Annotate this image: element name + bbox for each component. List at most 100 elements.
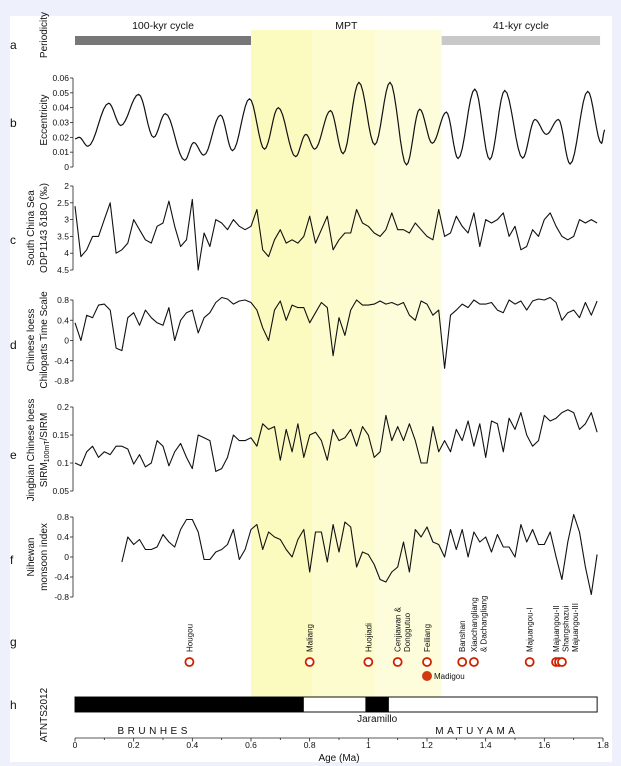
site-label: Huojiadi bbox=[364, 623, 373, 652]
site-marker-filled bbox=[422, 671, 432, 681]
y-tick-label: 0.02 bbox=[52, 132, 69, 142]
normal-polarity-block bbox=[365, 697, 389, 712]
chron-label: BRUNHES bbox=[117, 726, 190, 737]
site-label: Feiliang bbox=[423, 624, 432, 652]
panel-d-chiloparts: d Chinese loess Chiloparts Time Scale -0.8 -… bbox=[10, 291, 598, 389]
y-axis-title: SIRM100mT/SIRM bbox=[39, 413, 51, 488]
y-tick-label: -0.4 bbox=[54, 356, 69, 366]
y-tick-label: -0.4 bbox=[54, 572, 69, 582]
y-tick-label: 0 bbox=[64, 162, 69, 172]
panel-letter: d bbox=[10, 338, 17, 352]
site-marker bbox=[557, 657, 567, 667]
mpt-band-part bbox=[374, 30, 442, 697]
panel-letter: c bbox=[10, 233, 16, 247]
y-axis-title: Chinese loess bbox=[26, 309, 37, 372]
y-tick-label: 0.4 bbox=[57, 315, 69, 325]
chron-label: MATUYAMA bbox=[435, 726, 518, 737]
y-tick-label: 0.2 bbox=[57, 402, 69, 412]
site-label: & Dachangliang bbox=[479, 596, 488, 652]
periodicity-label: 41-kyr cycle bbox=[493, 20, 549, 32]
normal-polarity-block bbox=[75, 697, 304, 712]
y-tick-label: 0.03 bbox=[52, 118, 69, 128]
site-marker bbox=[392, 657, 403, 667]
x-tick-label: 1.2 bbox=[421, 740, 433, 750]
panel-b-eccentricity: b Eccentricity 0 0.01 0.02 0.03 0.04 0.05 0.06 bbox=[10, 73, 606, 172]
sirm-ratio-line bbox=[74, 409, 598, 472]
site-label: Maliang bbox=[306, 624, 315, 652]
y-axis-title: Eccentricity bbox=[39, 94, 50, 145]
x-tick-label: 1 bbox=[366, 740, 371, 750]
y-tick-label: 0.04 bbox=[52, 103, 69, 113]
y-axis-title: Periodicity bbox=[39, 12, 50, 58]
site-marker bbox=[363, 657, 374, 667]
y-axis-title: ATNTS2012 bbox=[39, 687, 50, 742]
y-tick-label: -0.8 bbox=[54, 592, 69, 602]
x-axis: 0 0.2 0.4 0.6 0.8 1 1.2 1.4 1.6 1.8 Age (Ma) bbox=[73, 737, 609, 764]
periodicity-bar bbox=[75, 36, 251, 45]
site-label: Banshan bbox=[458, 620, 467, 652]
site-label: Majuangou-II bbox=[552, 605, 561, 652]
site-label: Donggutuo bbox=[403, 612, 412, 652]
site-label: Madigou bbox=[434, 672, 465, 681]
panel-e-sirm: e Jingbian Chinese loess SIRM100mT/SIRM0.0… bbox=[10, 399, 598, 502]
y-tick-label: 0.05 bbox=[52, 486, 69, 496]
mpt-band-part bbox=[312, 30, 375, 697]
d18o-line bbox=[74, 198, 598, 271]
periodicity-bar bbox=[441, 36, 601, 45]
panel-letter: g bbox=[10, 635, 17, 649]
mpt-band bbox=[251, 30, 442, 697]
site-label: Majuangou-III bbox=[571, 603, 580, 652]
panel-letter: h bbox=[10, 698, 17, 712]
x-axis-title: Age (Ma) bbox=[318, 753, 359, 764]
y-axis-title: Chiloparts Time Scale bbox=[39, 291, 50, 389]
site-label: Xiaochangliang bbox=[470, 597, 479, 652]
site-marker bbox=[457, 657, 468, 667]
mpt-label: MPT bbox=[335, 20, 358, 32]
eccentricity-line bbox=[75, 81, 606, 166]
panel-f-monsoon: f Nihewan monsoon index -0.8 -0.4 0 0.4 0.8 bbox=[10, 512, 598, 602]
site-label: Shangshazui bbox=[562, 606, 571, 652]
x-tick-label: 0.8 bbox=[304, 740, 316, 750]
y-axis-title: Jingbian Chinese loess bbox=[26, 399, 37, 502]
y-tick-label: -0.8 bbox=[54, 376, 69, 386]
y-tick-label: 0.01 bbox=[52, 147, 69, 157]
monsoon-index-line bbox=[121, 513, 598, 596]
x-tick-label: 0 bbox=[73, 740, 78, 750]
y-tick-label: 0 bbox=[64, 336, 69, 346]
y-tick-label: 0.8 bbox=[57, 512, 69, 522]
y-axis-title: ODP1143 δ18O (‰) bbox=[39, 183, 50, 273]
y-tick-label: 0.05 bbox=[52, 88, 69, 98]
y-tick-label: 0.4 bbox=[57, 532, 69, 542]
x-tick-label: 1.8 bbox=[597, 740, 609, 750]
y-tick-label: 4 bbox=[64, 248, 69, 258]
site-marker bbox=[304, 657, 315, 667]
x-tick-label: 0.4 bbox=[186, 740, 198, 750]
y-axis-title: monsoon index bbox=[39, 523, 50, 591]
site-marker bbox=[184, 657, 195, 667]
y-tick-label: 3.5 bbox=[57, 231, 69, 241]
panel-letter: f bbox=[10, 553, 14, 567]
y-tick-label: 0.8 bbox=[57, 295, 69, 305]
panel-c-d18o: c South China Sea ODP1143 δ18O (‰) 2 2.5 3 3.5… bbox=[10, 181, 598, 275]
mpt-band-part bbox=[251, 30, 313, 697]
x-tick-label: 0.6 bbox=[245, 740, 257, 750]
panel-a-periodicity: a Periodicity 100-kyr cycle 41-kyr cycle MPT bbox=[10, 12, 601, 58]
x-tick-label: 0.2 bbox=[128, 740, 140, 750]
periodicity-label: 100-kyr cycle bbox=[132, 20, 194, 32]
panel-letter: b bbox=[10, 116, 17, 130]
y-tick-label: 3 bbox=[64, 215, 69, 225]
panel-letter: e bbox=[10, 448, 17, 462]
site-label: Hougou bbox=[185, 624, 194, 652]
y-axis-title: Nihewan bbox=[26, 538, 37, 577]
site-marker bbox=[469, 657, 479, 667]
y-tick-label: 4.5 bbox=[57, 265, 69, 275]
panel-h-polarity: h ATNTS2012 Jaramillo BRUNHES MATUYAMA bbox=[10, 687, 598, 742]
panel-letter: a bbox=[10, 38, 17, 52]
y-tick-label: 0 bbox=[64, 552, 69, 562]
x-tick-label: 1.4 bbox=[480, 740, 492, 750]
x-tick-label: 1.6 bbox=[538, 740, 550, 750]
site-label: Majuangou-I bbox=[526, 608, 535, 652]
y-tick-label: 0.1 bbox=[57, 458, 69, 468]
site-label: Cenjiawan & bbox=[394, 606, 403, 652]
